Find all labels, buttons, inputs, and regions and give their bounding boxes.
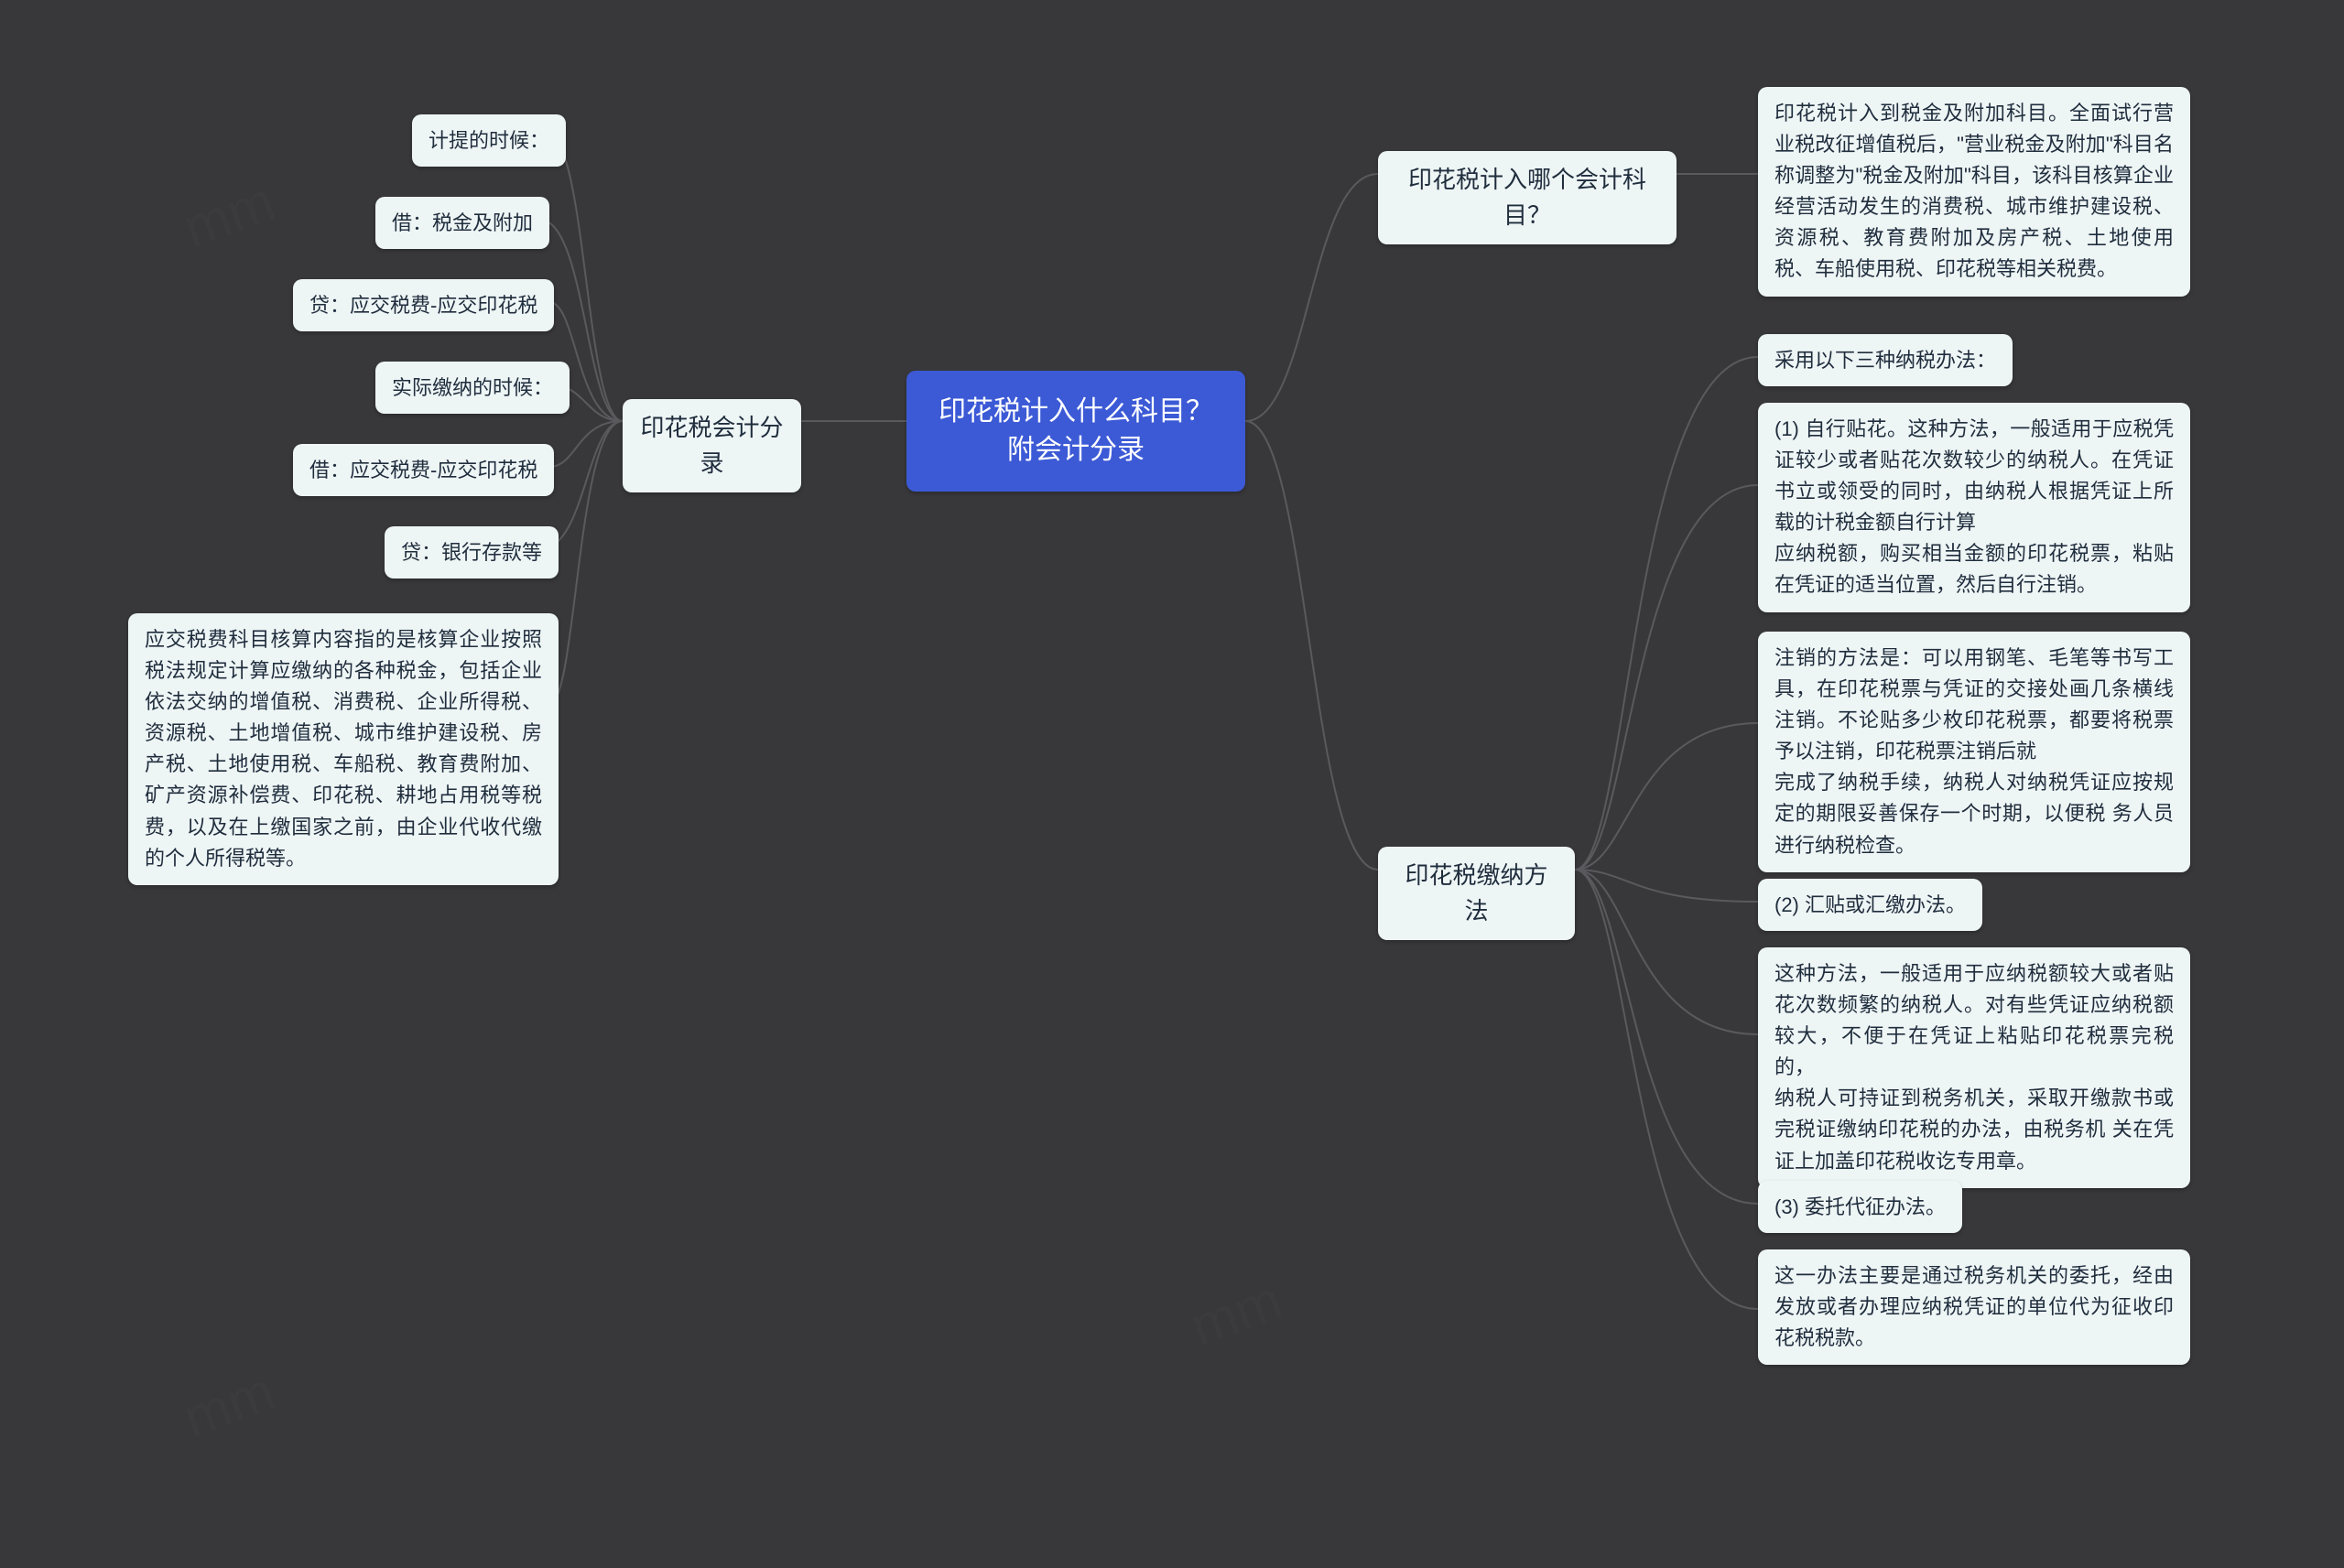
left-leaf-1[interactable]: 借：税金及附加 <box>375 197 549 249</box>
right1-para[interactable]: 印花税计入到税金及附加科目。全面试行营业税改征增值税后，"营业税金及附加"科目名… <box>1758 87 2190 297</box>
left-leaf-5[interactable]: 贷：银行存款等 <box>385 526 559 579</box>
right2-item-2[interactable]: 注销的方法是：可以用钢笔、毛笔等书写工具，在印花税票与凭证的交接处画几条横线注销… <box>1758 632 2190 872</box>
left-branch[interactable]: 印花税会计分录 <box>623 399 801 492</box>
watermark: mm <box>1182 1268 1290 1358</box>
left-note[interactable]: 应交税费科目核算内容指的是核算企业按照税法规定计算应缴纳的各种税金，包括企业依法… <box>128 613 559 885</box>
right-branch-2[interactable]: 印花税缴纳方法 <box>1378 847 1575 940</box>
right2-item-0[interactable]: 采用以下三种纳税办法： <box>1758 334 2013 386</box>
watermark: mm <box>175 169 283 260</box>
left-leaf-3[interactable]: 实际缴纳的时候： <box>375 362 570 414</box>
right2-item-5[interactable]: (3) 委托代征办法。 <box>1758 1181 1962 1233</box>
watermark: mm <box>175 1359 283 1450</box>
root-node[interactable]: 印花税计入什么科目？附会计分录 <box>906 371 1245 492</box>
right2-item-1[interactable]: (1) 自行贴花。这种方法，一般适用于应税凭证较少或者贴花次数较少的纳税人。在凭… <box>1758 403 2190 612</box>
left-leaf-2[interactable]: 贷：应交税费-应交印花税 <box>293 279 554 331</box>
right2-item-6[interactable]: 这一办法主要是通过税务机关的委托，经由发放或者办理应纳税凭证的单位代为征收印花税… <box>1758 1249 2190 1365</box>
left-leaf-4[interactable]: 借：应交税费-应交印花税 <box>293 444 554 496</box>
right2-item-4[interactable]: 这种方法，一般适用于应纳税额较大或者贴花次数频繁的纳税人。对有些凭证应纳税额较大… <box>1758 947 2190 1188</box>
right-branch-1[interactable]: 印花税计入哪个会计科目？ <box>1378 151 1677 244</box>
left-leaf-0[interactable]: 计提的时候： <box>412 114 566 167</box>
mindmap-canvas: 印花税计入什么科目？附会计分录 印花税会计分录 计提的时候： 借：税金及附加 贷… <box>0 0 2344 1568</box>
right2-item-3[interactable]: (2) 汇贴或汇缴办法。 <box>1758 879 1982 931</box>
